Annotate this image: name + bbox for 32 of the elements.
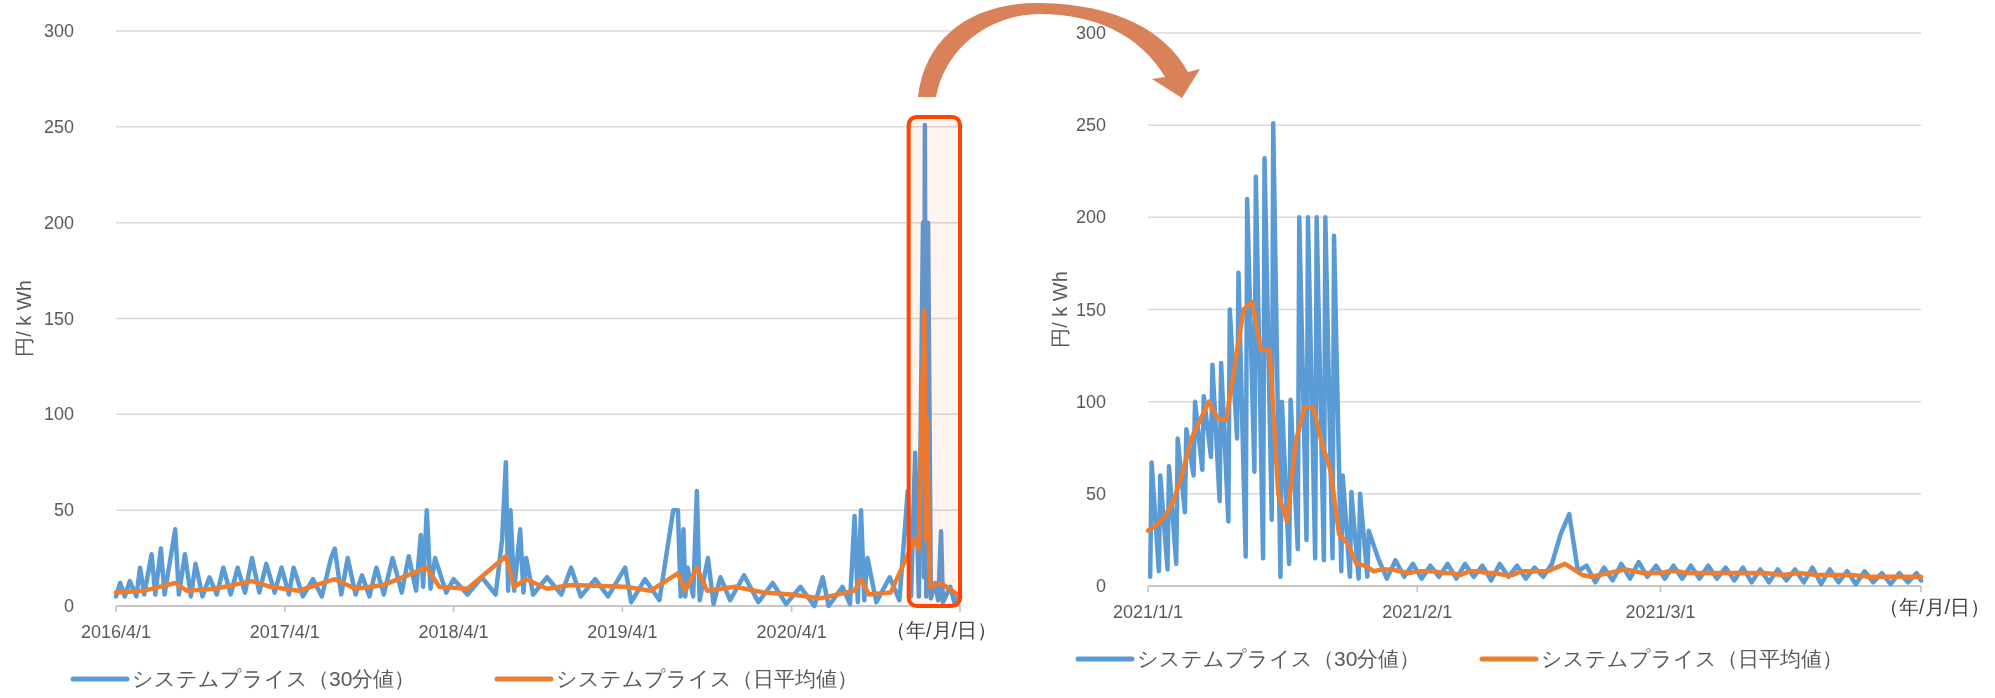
legend-label: システムプライス（30分値） (132, 667, 416, 690)
x-tick-label: 2021/1/1 (1112, 602, 1184, 622)
y-tick-label: 250 (1075, 115, 1106, 136)
y-tick-label: 0 (63, 596, 74, 616)
legend-label: システムプライス（日平均値） (556, 667, 858, 690)
y-axis-title: 円/ k Wh (13, 280, 35, 357)
x-axis-title: （年/月/日） (886, 619, 998, 641)
y-tick-label: 100 (43, 404, 74, 425)
legend-label: システムプライス（日平均値） (1541, 647, 1843, 670)
x-tick-label: 2017/4/1 (249, 622, 320, 642)
line-series (1145, 299, 1924, 580)
x-tick-label: 2021/2/1 (1382, 602, 1453, 622)
x-tick-label: 2019/4/1 (587, 622, 658, 642)
legend-label: システムプライス（30分値） (1137, 647, 1421, 670)
y-tick-label: 300 (1075, 23, 1106, 43)
x-tick-label: 2021/3/1 (1625, 602, 1696, 622)
x-tick-label: 2016/4/1 (80, 622, 152, 642)
y-tick-label: 200 (1075, 207, 1106, 228)
y-tick-label: 100 (1075, 391, 1106, 412)
x-tick-label: 2018/4/1 (418, 622, 489, 642)
y-tick-label: 50 (1085, 483, 1106, 504)
y-axis-title: 円/ k Wh (1049, 271, 1071, 348)
x-tick-label: 2020/4/1 (756, 622, 827, 642)
y-tick-label: 150 (1075, 299, 1106, 320)
y-tick-label: 200 (43, 212, 74, 233)
y-tick-label: 250 (43, 116, 74, 137)
x-axis-title: （年/月/日） (1879, 596, 1991, 618)
y-tick-label: 150 (43, 308, 74, 329)
y-tick-label: 50 (53, 500, 74, 521)
y-tick-label: 0 (1095, 576, 1106, 596)
line-series (113, 308, 963, 601)
y-tick-label: 300 (43, 21, 74, 41)
